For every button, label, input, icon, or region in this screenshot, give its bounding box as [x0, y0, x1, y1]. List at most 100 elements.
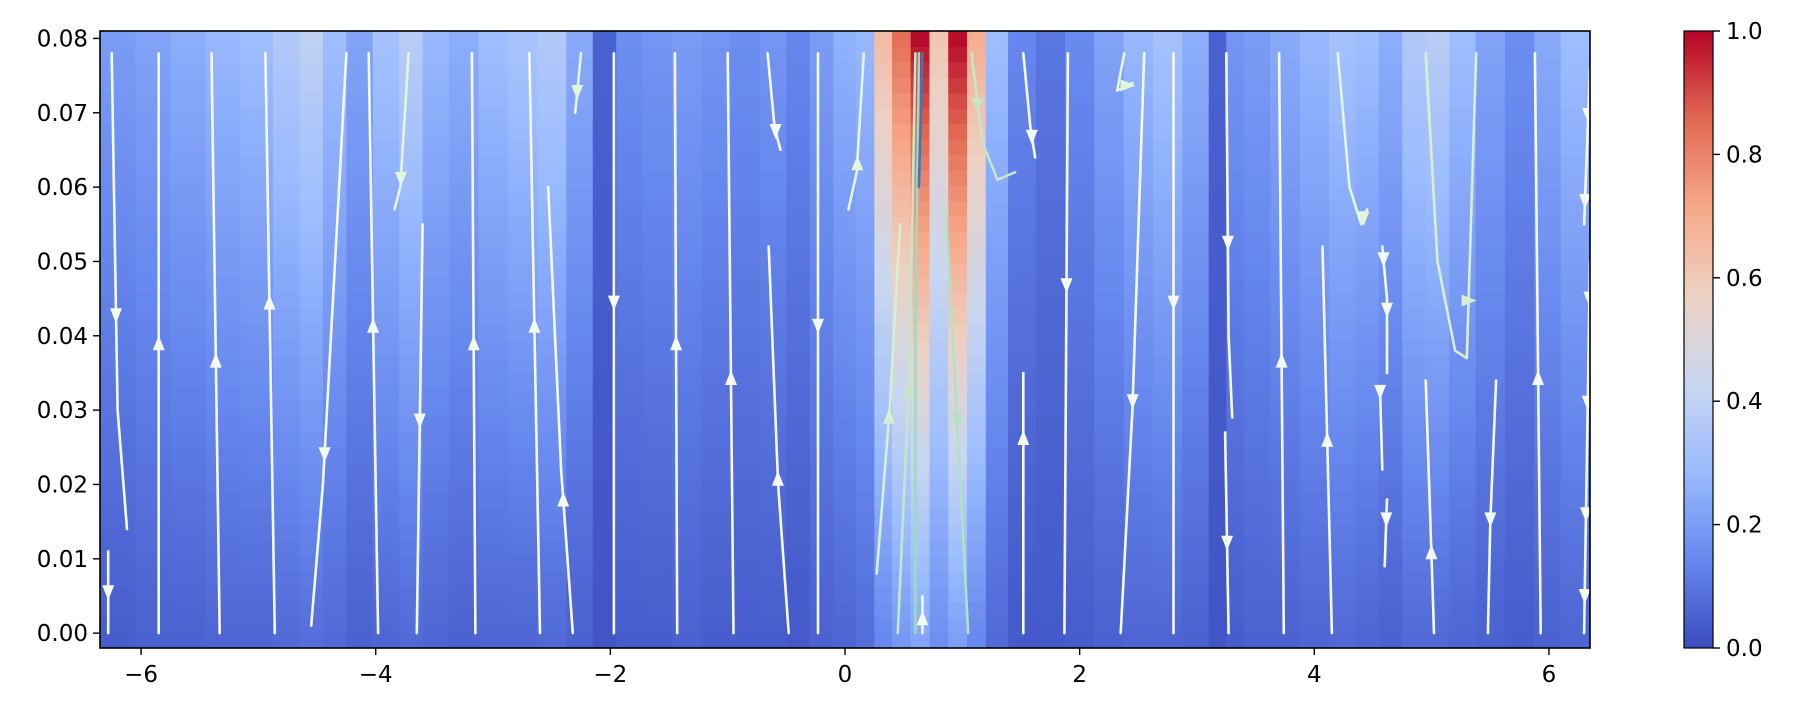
heatmap-cell: [1152, 601, 1183, 618]
heatmap-cell: [273, 478, 301, 495]
heatmap-cell: [910, 339, 931, 356]
heatmap-cell: [1094, 509, 1125, 526]
heatmap-cell: [616, 354, 644, 371]
heatmap-cell: [967, 586, 987, 603]
heatmap-cell: [1534, 555, 1562, 572]
x-axis: −6 −4 −2 0 2 4 6: [124, 648, 1556, 688]
heatmap-cell: [1064, 555, 1095, 572]
heatmap-cell: [809, 493, 834, 510]
heatmap-cell: [1504, 385, 1535, 402]
heatmap-cell: [891, 308, 912, 325]
heatmap-cell: [1094, 339, 1125, 356]
heatmap-cell: [449, 200, 479, 217]
heatmap-cell: [507, 462, 538, 479]
heatmap-cell: [1152, 216, 1183, 233]
heatmap-cell: [809, 509, 834, 526]
heatmap-cell: [874, 185, 893, 202]
heatmap-cell: [399, 555, 424, 572]
streamline: [847, 52, 866, 211]
heatmap-cell: [372, 262, 400, 279]
heatmap-cell: [1208, 570, 1227, 587]
heatmap-cell: [1208, 92, 1227, 109]
heatmap-cell: [1243, 632, 1271, 648]
heatmap-cell: [1560, 262, 1590, 279]
heatmap-cell: [1226, 154, 1245, 171]
heatmap-cell: [809, 231, 834, 248]
heatmap-cell: [170, 617, 207, 634]
heatmap-cell: [170, 524, 207, 541]
heatmap-cell: [891, 216, 912, 233]
heatmap-cell: [100, 92, 136, 109]
streamlines: [102, 52, 1590, 635]
heatmap-cell: [1328, 509, 1356, 526]
heatmap-cell: [1475, 31, 1506, 48]
heatmap-cell: [273, 385, 301, 402]
heatmap-cell: [299, 493, 324, 510]
heatmap-cell: [537, 200, 567, 217]
heatmap-cell: [985, 632, 1009, 648]
heatmap-cell: [730, 509, 761, 526]
heatmap-cell: [1560, 246, 1590, 263]
heatmap-cell: [592, 401, 617, 418]
heatmap-cell: [855, 540, 875, 557]
heatmap-cell: [346, 354, 374, 371]
heatmap-cell: [1152, 324, 1183, 341]
heatmap-cell: [910, 416, 931, 433]
heatmap-cell: [967, 216, 987, 233]
heatmap-cell: [1378, 478, 1403, 495]
heatmap-cell: [1449, 262, 1477, 279]
heatmap-cell: [809, 524, 834, 541]
heatmap-cell: [1475, 277, 1506, 294]
heatmap-cell: [855, 31, 875, 48]
heatmap-cell: [1504, 123, 1535, 140]
heatmap-cell: [1449, 555, 1477, 572]
heatmap-cell: [449, 478, 479, 495]
heatmap-cell: [240, 246, 274, 263]
heatmap-cell: [478, 632, 509, 648]
heatmap-cell: [322, 478, 347, 495]
heatmap-cell: [537, 108, 567, 125]
heatmap-cell: [855, 46, 875, 63]
heatmap-cell: [537, 370, 567, 387]
heatmap-cell: [874, 154, 893, 171]
heatmap-cell: [170, 77, 207, 94]
heatmap-cell: [730, 385, 761, 402]
heatmap-cell: [1182, 524, 1210, 541]
heatmap-cell: [273, 324, 301, 341]
heatmap-cell: [701, 308, 732, 325]
heatmap-cell: [1182, 339, 1210, 356]
heatmap-cell: [1402, 478, 1427, 495]
heatmap-cell: [701, 601, 732, 618]
heatmap-cell: [566, 293, 594, 310]
streamline-arrow: [1060, 278, 1073, 294]
heatmap-cell: [1243, 200, 1271, 217]
heatmap-cell: [948, 61, 968, 78]
heatmap-cell: [910, 293, 931, 310]
heatmap-cell: [809, 138, 834, 155]
heatmap-cell: [566, 586, 594, 603]
heatmap-cell: [1208, 432, 1227, 449]
heatmap-cell: [1064, 570, 1095, 587]
heatmap-cell: [507, 262, 538, 279]
heatmap-cell: [346, 324, 374, 341]
heatmap-cell: [1355, 231, 1380, 248]
heatmap-cell: [1208, 324, 1227, 341]
heatmap-cell: [299, 586, 324, 603]
heatmap-cell: [399, 61, 424, 78]
heatmap-cell: [346, 385, 374, 402]
heatmap-cell: [1270, 92, 1301, 109]
streamline: [1277, 52, 1286, 635]
heatmap-cell: [910, 401, 931, 418]
streamline: [415, 223, 424, 635]
heatmap-cell: [273, 401, 301, 418]
heatmap-cell: [642, 462, 673, 479]
heatmap-cell: [833, 632, 857, 648]
heatmap-cell: [1152, 478, 1183, 495]
heatmap-cell: [929, 246, 949, 263]
heatmap-cell: [1475, 632, 1506, 648]
heatmap-cell: [1208, 293, 1227, 310]
heatmap-cell: [399, 92, 424, 109]
heatmap-cell: [566, 31, 594, 48]
heatmap-cell: [910, 354, 931, 371]
heatmap-cell: [1425, 262, 1450, 279]
